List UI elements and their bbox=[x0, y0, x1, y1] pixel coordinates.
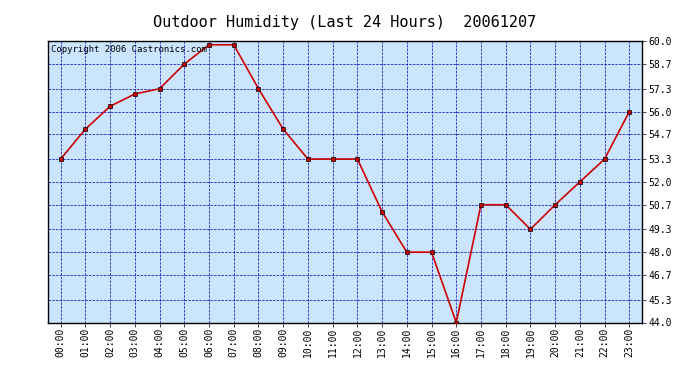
Text: Copyright 2006 Castronics.com: Copyright 2006 Castronics.com bbox=[51, 45, 207, 54]
Text: Outdoor Humidity (Last 24 Hours)  20061207: Outdoor Humidity (Last 24 Hours) 2006120… bbox=[153, 15, 537, 30]
